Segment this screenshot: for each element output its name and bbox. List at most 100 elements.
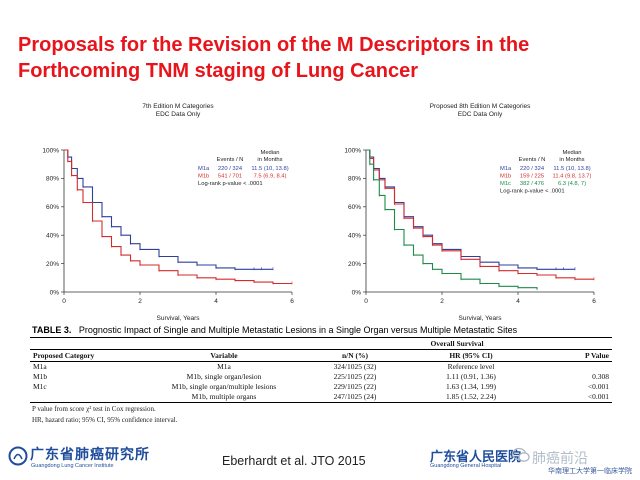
table-cell <box>534 362 612 373</box>
y-tick-label: 40% <box>46 233 59 240</box>
column-header: n/N (%) <box>302 349 408 362</box>
table-3: TABLE 3. Prognostic Impact of Single and… <box>30 322 612 425</box>
table-cell: <0.001 <box>587 382 609 391</box>
x-tick-label: 6 <box>592 298 596 305</box>
table-cell <box>30 392 146 403</box>
y-tick-label: 60% <box>46 204 59 211</box>
x-tick-label: 4 <box>516 298 520 305</box>
x-tick-label: 0 <box>364 298 368 305</box>
x-tick-label: 2 <box>138 298 142 305</box>
table-cell: M1c <box>33 382 47 391</box>
legend-median: 6.3 (4.8, 7) <box>558 181 586 187</box>
legend-events: 220 / 324 <box>520 166 545 172</box>
x-axis-label: Survival, Years <box>157 315 201 322</box>
x-tick-label: 0 <box>62 298 66 305</box>
column-header: HR (95% CI) <box>408 349 534 362</box>
legend-header: Median <box>562 150 581 156</box>
y-tick-label: 100% <box>344 147 361 154</box>
x-tick-label: 6 <box>290 298 294 305</box>
y-tick-label: 60% <box>348 204 361 211</box>
table-cell: 229/1025 (22) <box>333 382 377 391</box>
table-caption: TABLE 3. Prognostic Impact of Single and… <box>30 322 612 338</box>
table-cell: 1.85 (1.52, 2.24) <box>408 392 534 403</box>
table-cell: 225/1025 (22) <box>333 372 377 381</box>
y-tick-label: 0% <box>50 289 60 296</box>
hospital-logo-text: 广东省人民医院 <box>430 450 522 465</box>
legend-events: 220 / 324 <box>218 166 243 172</box>
column-header: Proposed Category <box>30 349 146 362</box>
log-rank-note: Log-rank p-value < .0001 <box>198 181 263 187</box>
table-cell: 0.308 <box>592 372 609 381</box>
y-tick-label: 100% <box>42 147 59 154</box>
legend-label: M1a <box>500 166 512 172</box>
table-row: M1b M1b, single organ/lesion 225/1025 (2… <box>30 372 612 382</box>
column-header: P Value <box>534 349 612 362</box>
hospital-logo-subtext: Guangdong General Hospital <box>430 463 502 469</box>
legend-median: 7.5 (6.9, 8.4) <box>254 174 287 180</box>
wechat-icon <box>512 447 530 462</box>
group-header: Overall Survival <box>302 338 612 350</box>
institute-logo-subtext: Guangdong Lung Cancer Institute <box>31 463 114 469</box>
watermark-text: 肺癌前沿 <box>532 451 588 467</box>
x-axis-label: Survival, Years <box>459 315 503 322</box>
legend-events: 159 / 225 <box>520 174 544 180</box>
legend-label: M1b <box>198 174 209 180</box>
table-cell: M1a <box>217 362 231 371</box>
table-cell: <0.001 <box>534 392 612 403</box>
y-tick-label: 80% <box>46 176 59 183</box>
column-header: Variable <box>146 349 302 362</box>
table-cell: 324/1025 (32) <box>333 362 377 371</box>
y-tick-label: 20% <box>46 261 59 268</box>
table-cell: 1.63 (1.34, 1.99) <box>446 382 496 391</box>
table-row: M1b, multiple organs 247/1025 (24) 1.85 … <box>30 392 612 403</box>
y-tick-label: 20% <box>348 261 361 268</box>
x-tick-label: 4 <box>214 298 218 305</box>
table-cell: M1b <box>33 372 48 381</box>
table-footnote: HR, hazard ratio; 95% CI, 95% confidence… <box>32 416 178 424</box>
legend-label: M1b <box>500 174 511 180</box>
legend-header: Events / N <box>519 157 546 163</box>
legend-median: 11.5 (10, 13.8) <box>251 166 288 172</box>
legend-median: 11.5 (10, 13.8) <box>553 166 590 172</box>
legend-header: Events / N <box>217 157 244 163</box>
y-tick-label: 40% <box>348 233 361 240</box>
legend-header: Median <box>260 150 279 156</box>
citation: Eberhardt et al. JTO 2015 <box>222 454 366 468</box>
km-chart-8th-edition: Proposed 8th Edition M Categories EDC Dat… <box>322 100 614 322</box>
x-tick-label: 2 <box>440 298 444 305</box>
legend-median: 11.4 (9.8, 13.7) <box>553 174 592 180</box>
table-row: M1c M1b, single organ/multiple lesions 2… <box>30 382 612 392</box>
table-cell: 247/1025 (24) <box>302 392 408 403</box>
table-label: TABLE 3. <box>32 325 72 335</box>
chart-subtitle: EDC Data Only <box>458 111 503 118</box>
stats-table: Overall Survival Proposed Category Varia… <box>30 338 612 403</box>
table-footnote: P value from score χ² test in Cox regres… <box>32 405 156 413</box>
table-caption-text: Prognostic Impact of Single and Multiple… <box>78 325 518 335</box>
institute-logo-text: 广东省肺癌研究所 <box>30 447 150 463</box>
legend-label: M1a <box>198 166 210 172</box>
chart-subtitle: EDC Data Only <box>156 111 201 118</box>
legend-events: 541 / 701 <box>218 174 242 180</box>
km-curve-m1c <box>366 149 538 290</box>
watermark-subtext: 华南理工大学第一临床学院 <box>548 467 632 475</box>
chart-title: Proposed 8th Edition M Categories <box>430 103 532 110</box>
y-tick-label: 80% <box>348 176 361 183</box>
legend-header: in Months <box>559 157 584 163</box>
km-chart-7th-edition: 7th Edition M Categories EDC Data Only 0% 2… <box>20 100 312 322</box>
chart-title: 7th Edition M Categories <box>142 103 214 110</box>
log-rank-note: Log-rank p-value < .0001 <box>500 189 565 195</box>
table-cell: Reference level <box>447 362 495 371</box>
table-cell: 1.11 (0.91, 1.36) <box>446 372 496 381</box>
legend-events: 382 / 476 <box>520 181 544 187</box>
institute-logo-icon <box>8 446 28 466</box>
table-cell: M1b, multiple organs <box>146 392 302 403</box>
table-cell: M1b, single organ/multiple lesions <box>171 382 277 391</box>
slide-title: Proposals for the Revision of the M Desc… <box>18 34 530 82</box>
table-row: M1a M1a 324/1025 (32) Reference level <box>30 362 612 373</box>
legend-header: in Months <box>257 157 282 163</box>
y-tick-label: 0% <box>352 289 362 296</box>
legend-label: M1c <box>500 181 511 187</box>
table-cell: M1a <box>33 362 47 371</box>
